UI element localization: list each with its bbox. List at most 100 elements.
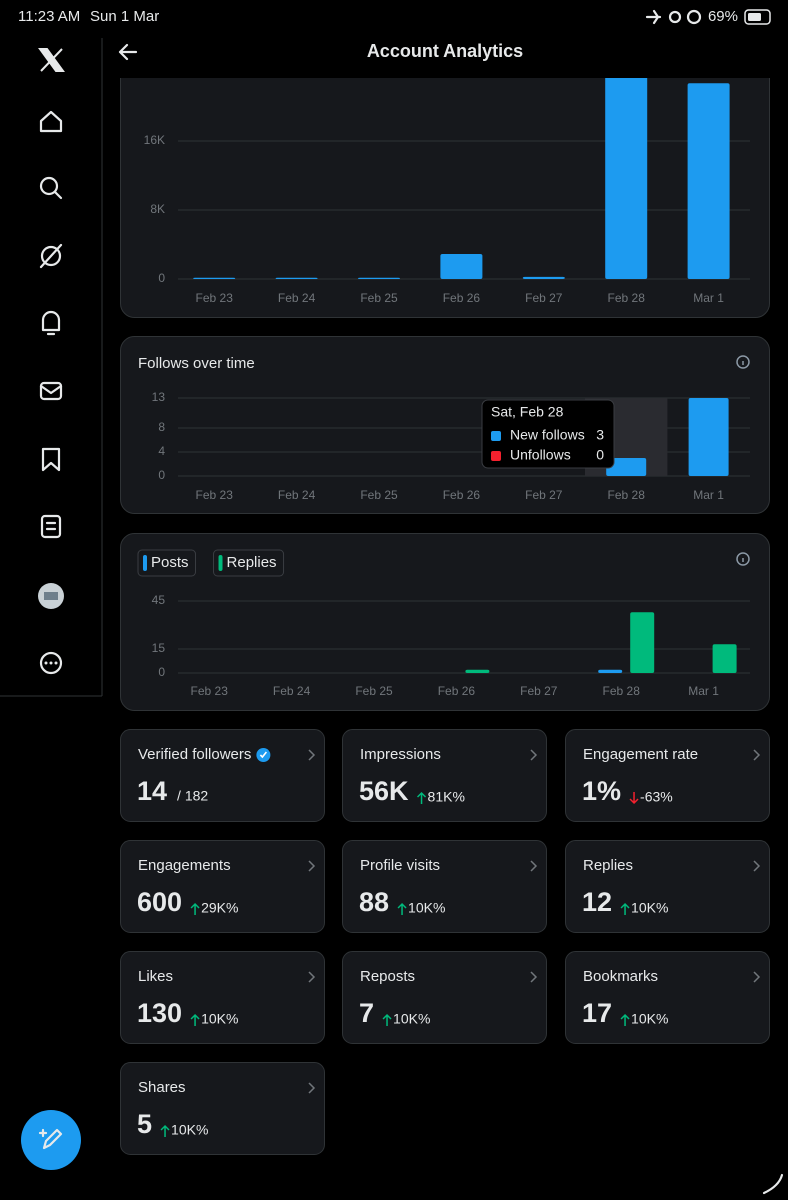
- card-value: 12: [582, 887, 612, 917]
- card-value: 88: [359, 887, 389, 917]
- card-bg: [342, 840, 547, 933]
- chart-panel: 0 4 8 13 Follows over time Feb 23 Feb 24 Feb 25…: [120, 336, 770, 514]
- card-change: 29K%: [201, 900, 238, 916]
- info-icon[interactable]: [736, 355, 750, 369]
- bar: [193, 277, 236, 279]
- metric-card[interactable]: Replies 12 10K%: [565, 840, 770, 933]
- resize-handle: [762, 1173, 784, 1195]
- card-value: 14: [137, 776, 167, 806]
- card-title: Shares: [138, 1079, 186, 1096]
- legend-chip[interactable]: Replies: [213, 549, 285, 577]
- x-tick-label: Feb 25: [355, 684, 393, 698]
- metric-card[interactable]: Verified followers 14 / 182: [120, 729, 325, 822]
- card-chevron: [308, 749, 316, 761]
- status-date: Sun 1 Mar: [90, 8, 159, 25]
- metric-card[interactable]: Likes 130 10K%: [120, 951, 325, 1044]
- bar: [465, 669, 490, 673]
- card-change: 10K%: [408, 900, 445, 916]
- card-bg: [342, 951, 547, 1044]
- lists-icon[interactable]: [40, 514, 62, 539]
- card-title: Reposts: [360, 968, 415, 985]
- x-tick-label: Feb 24: [278, 488, 316, 502]
- card-value: 17: [582, 998, 612, 1028]
- card-bg: [120, 1062, 325, 1155]
- card-bg: [120, 729, 325, 822]
- grok-icon[interactable]: [39, 243, 63, 269]
- tooltip-title: Sat, Feb 28: [491, 404, 564, 420]
- y-tick-label: 4: [158, 444, 165, 458]
- card-title: Bookmarks: [583, 968, 658, 985]
- profile-avatar[interactable]: [38, 583, 64, 609]
- bookmarks-icon[interactable]: [41, 447, 61, 472]
- card-chevron: [530, 860, 538, 872]
- card-title: Impressions: [360, 746, 441, 763]
- card-title: Engagements: [138, 857, 231, 874]
- messages-icon[interactable]: [39, 381, 63, 401]
- content: 0 8K 16K Feb 23 Feb 24 Feb 25 Feb 26 Feb 27 Feb …: [120, 0, 770, 1155]
- home-icon[interactable]: [39, 110, 63, 133]
- tooltip-box: [481, 399, 615, 469]
- legend-chip[interactable]: Posts: [137, 549, 197, 577]
- card-value: 56K: [359, 776, 409, 806]
- battery-level: 69%: [708, 8, 738, 25]
- x-tick-label: Feb 27: [525, 488, 563, 502]
- card-chevron: [308, 860, 316, 872]
- tooltip-series-name: Unfollows: [510, 447, 571, 463]
- card-bg: [342, 729, 547, 822]
- change-arrow: [382, 1013, 392, 1026]
- card-chevron: [308, 971, 316, 983]
- change-arrow: [190, 1013, 200, 1026]
- tooltip-series-name: New follows: [510, 427, 585, 443]
- x-logo[interactable]: [38, 48, 65, 72]
- metric-card[interactable]: Bookmarks 17 10K%: [565, 951, 770, 1044]
- metric-card[interactable]: Engagement rate 1% -63%: [565, 729, 770, 822]
- change-arrow: [190, 902, 200, 915]
- alarm-icon: [686, 9, 702, 25]
- metric-card[interactable]: Impressions 56K 81K%: [342, 729, 547, 822]
- page-title: Account Analytics: [367, 41, 523, 61]
- legend-chip-bg: [213, 549, 285, 577]
- x-tick-label: Feb 26: [438, 684, 476, 698]
- verified-check: [259, 751, 268, 759]
- card-value: 600: [137, 887, 182, 917]
- card-value: 1%: [582, 776, 621, 806]
- back-button[interactable]: [118, 43, 138, 61]
- card-change: 10K%: [393, 1011, 430, 1027]
- y-tick-label: 15: [152, 641, 166, 655]
- bar: [275, 277, 318, 279]
- metric-card[interactable]: Reposts 7 10K%: [342, 951, 547, 1044]
- info-icon[interactable]: [736, 552, 750, 566]
- airplane-icon: [645, 9, 662, 25]
- x-tick-label: Feb 24: [278, 291, 316, 305]
- search-icon[interactable]: [39, 176, 63, 200]
- metric-card[interactable]: Profile visits 88 10K%: [342, 840, 547, 933]
- x-tick-label: Feb 27: [525, 291, 563, 305]
- card-change: 81K%: [428, 789, 465, 805]
- legend-swatch: [218, 555, 223, 571]
- x-tick-label: Feb 26: [443, 488, 481, 502]
- bar: [712, 644, 737, 673]
- legend-swatch: [143, 555, 147, 571]
- card-title: Verified followers: [138, 746, 251, 763]
- card-chevron: [530, 749, 538, 761]
- x-tick-label: Feb 25: [360, 291, 398, 305]
- change-arrow: [417, 791, 427, 804]
- card-title: Profile visits: [360, 857, 440, 874]
- card-title: Likes: [138, 968, 173, 985]
- change-arrow: [397, 902, 407, 915]
- more-icon[interactable]: [39, 651, 63, 675]
- card-bg: [565, 729, 770, 822]
- notifications-icon[interactable]: [41, 310, 61, 336]
- tooltip-value: 0: [596, 447, 604, 463]
- x-tick-label: Mar 1: [688, 684, 719, 698]
- link-icon: [668, 10, 682, 24]
- panel-bg: [120, 533, 770, 711]
- compose-button[interactable]: [21, 1110, 81, 1170]
- legend-label: Replies: [227, 554, 277, 571]
- metric-card[interactable]: Shares 5 10K%: [120, 1062, 325, 1155]
- metric-card[interactable]: Engagements 600 29K%: [120, 840, 325, 933]
- card-chevron: [308, 1082, 316, 1094]
- tooltip-swatch: [491, 451, 501, 461]
- card-bg: [120, 840, 325, 933]
